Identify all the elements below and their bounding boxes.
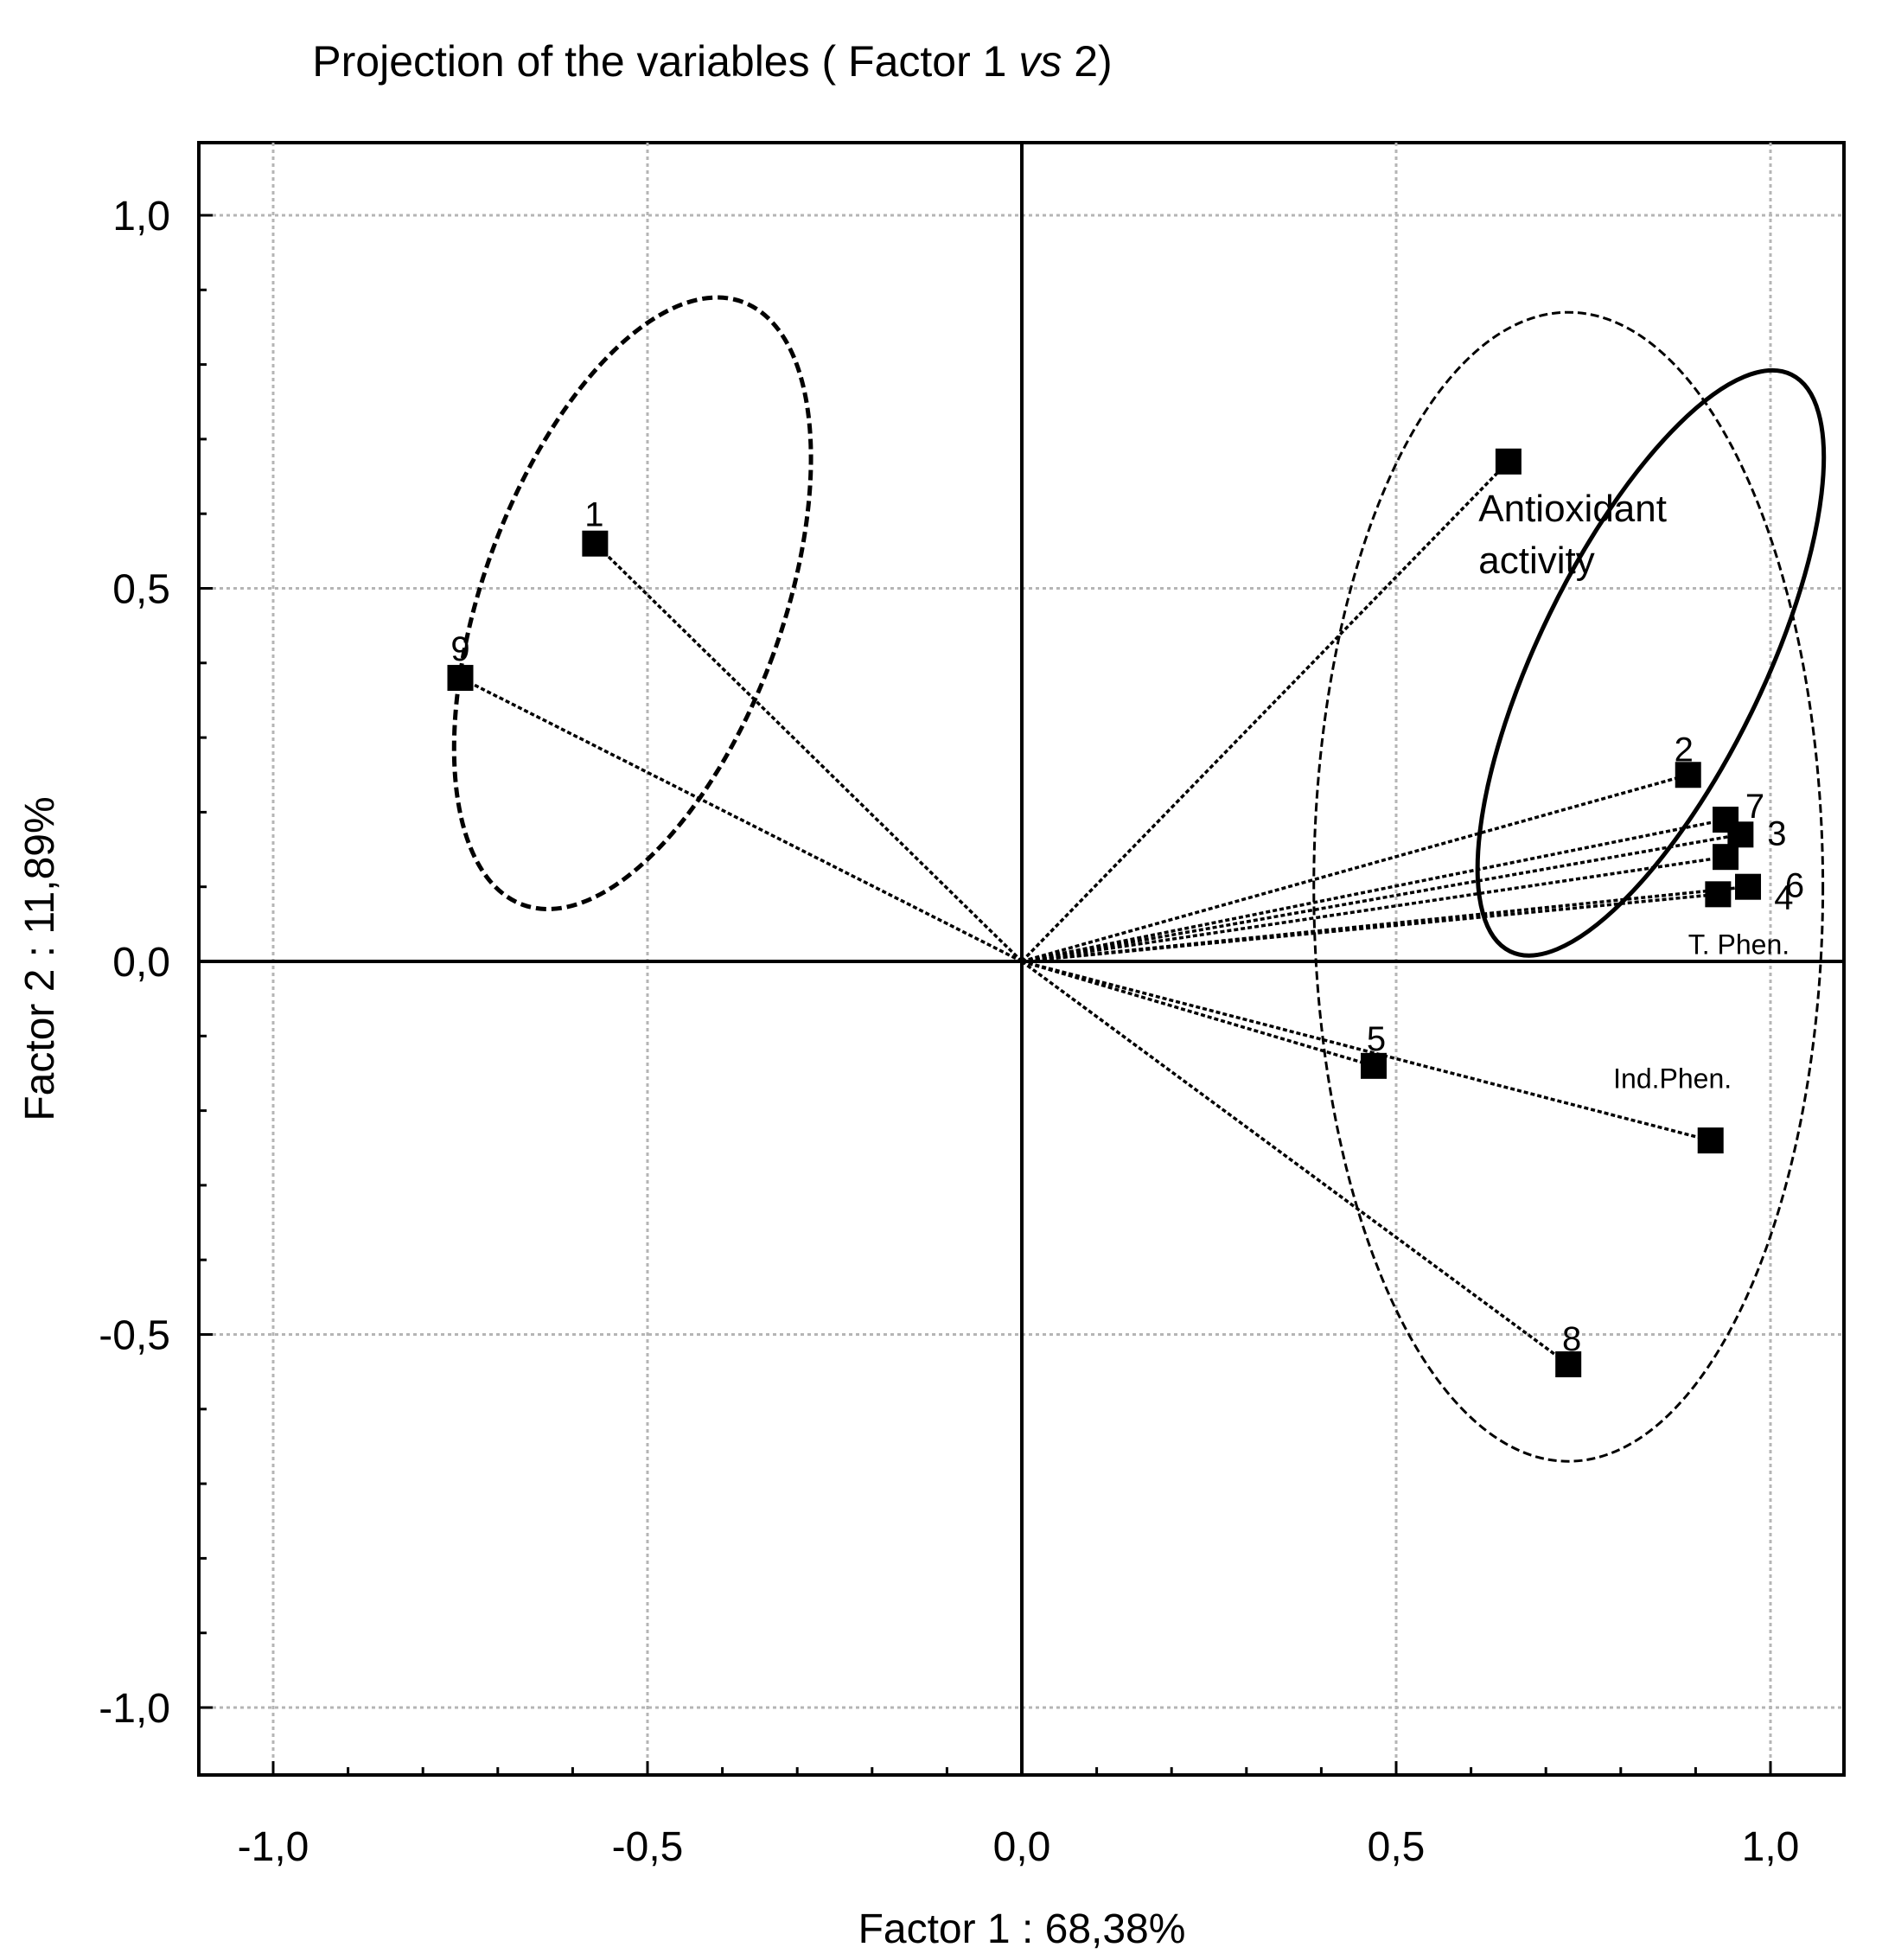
point-labels: 1 9 2 73 64 5 8 [450,496,1804,1358]
variable-marker [582,530,609,557]
x-tick-label: 1,0 [1742,1824,1800,1870]
variable-marker [1675,762,1701,788]
loading-vector [1021,960,1375,1068]
y-tick-label: -0,5 [99,1313,170,1359]
loading-vector [459,676,1023,963]
variable-marker [447,665,474,692]
x-tick-label: 0,5 [1368,1824,1426,1870]
variable-marker [1361,1052,1388,1079]
loading-vector [1021,818,1726,963]
loading-vector [1020,460,1510,963]
loading-vector [594,542,1024,963]
annotation-label: Ind.Phen. [1613,1063,1732,1095]
annotation-label: T. Phen. [1688,929,1789,960]
y-tick-label: 0,0 [112,940,170,986]
point-label: 7 [1745,788,1764,826]
point-label: 1 [584,496,603,534]
annotation-label: Antioxidant [1478,488,1667,530]
variable-marker [1713,844,1739,871]
variable-marker [1555,1351,1582,1378]
point-label: 2 [1675,731,1694,769]
variable-marker [1697,1127,1724,1154]
chart-title: Projection of the variables ( Factor 1 v… [312,37,1112,86]
point-label: 6 [1785,867,1804,905]
point-label: 3 [1767,814,1786,852]
y-tick-label: -1,0 [99,1686,170,1732]
gridlines [199,143,1844,1775]
x-tick-label: 0,0 [993,1824,1051,1870]
loading-vector [1020,960,1570,1366]
annotations: Antioxidant activity T. Phen. Ind.Phen. [1478,488,1789,1095]
loading-vector [1021,960,1712,1142]
y-tick-label: 1,0 [112,194,170,239]
x-tick-label: -0,5 [612,1824,684,1870]
variable-marker [1705,881,1732,908]
loading-vector [1021,855,1726,963]
variable-marker [1727,821,1754,848]
group-ellipse [451,295,813,911]
antioxidant-cluster-ellipse [1475,367,1827,958]
x-tick-label: -1,0 [238,1824,309,1870]
group-ellipses [451,295,1827,1463]
loading-vector [1021,833,1741,963]
loading-vector [1021,773,1689,963]
point-label: 4 [1774,878,1793,916]
loading-vector [1021,892,1719,963]
point-label: 8 [1562,1320,1581,1358]
y-tick-label: 0,5 [112,567,170,613]
point-label: 9 [450,630,469,668]
variable-marker [1735,873,1762,900]
variable-points [447,448,1762,1378]
variable-marker [1495,448,1522,475]
annotation-label: activity [1478,539,1594,582]
x-axis-label: Factor 1 : 68,38% [858,1906,1186,1952]
group-ellipse [1312,310,1825,1463]
tick-labels: -1,0 -0,5 0,0 0,5 1,0 -1,0 -0,5 0,0 0,5 1,0 [99,194,1799,1870]
y-axis-label: Factor 2 : 11,89% [17,796,63,1120]
loading-vectors [459,460,1749,1366]
point-label: 5 [1367,1020,1386,1058]
